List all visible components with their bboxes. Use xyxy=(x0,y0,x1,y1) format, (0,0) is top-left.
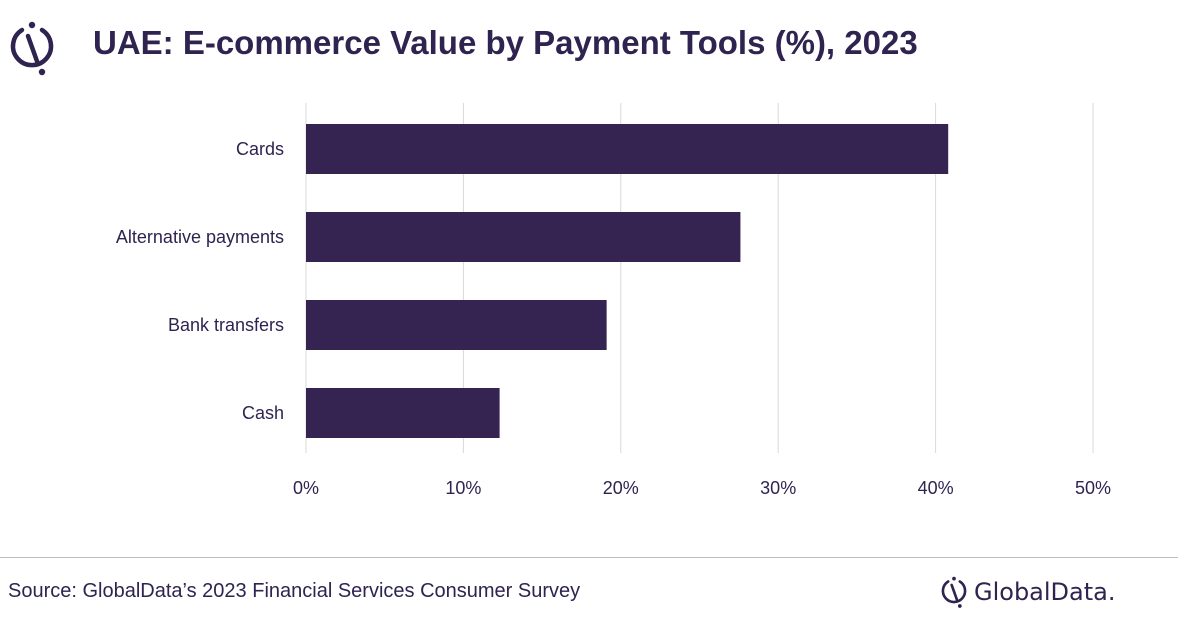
x-tick-label: 30% xyxy=(760,478,796,498)
chart-title: UAE: E-commerce Value by Payment Tools (… xyxy=(93,24,918,61)
bar-alternative-payments xyxy=(306,212,741,262)
x-tick-label: 40% xyxy=(918,478,954,498)
category-label: Alternative payments xyxy=(116,227,284,247)
source-note: Source: GlobalData’s 2023 Financial Serv… xyxy=(8,580,581,602)
footer-divider xyxy=(0,557,1178,558)
chart-header: UAE: E-commerce Value by Payment Tools (… xyxy=(0,0,1200,95)
brand-logo: GlobalData. xyxy=(940,572,1116,612)
category-label: Cards xyxy=(236,139,284,159)
category-label: Cash xyxy=(242,403,284,423)
x-axis-tick-labels: 0% 10% 20% 30% 40% 50% xyxy=(293,478,1111,498)
category-label: Bank transfers xyxy=(168,315,284,335)
x-tick-label: 10% xyxy=(445,478,481,498)
bar-cards xyxy=(306,124,949,174)
category-labels: Cards Alternative payments Bank transfers C… xyxy=(116,139,284,423)
bars xyxy=(306,124,949,438)
globaldata-logo-icon xyxy=(10,21,54,76)
globaldata-logo-icon xyxy=(941,576,967,608)
bar-bank-transfers xyxy=(306,300,607,350)
brand-name: GlobalData. xyxy=(974,578,1116,606)
bar-cash xyxy=(306,388,500,438)
x-tick-label: 0% xyxy=(293,478,319,498)
bar-chart: Cards Alternative payments Bank transfers C… xyxy=(116,103,1111,498)
x-tick-label: 20% xyxy=(603,478,639,498)
x-tick-label: 50% xyxy=(1075,478,1111,498)
